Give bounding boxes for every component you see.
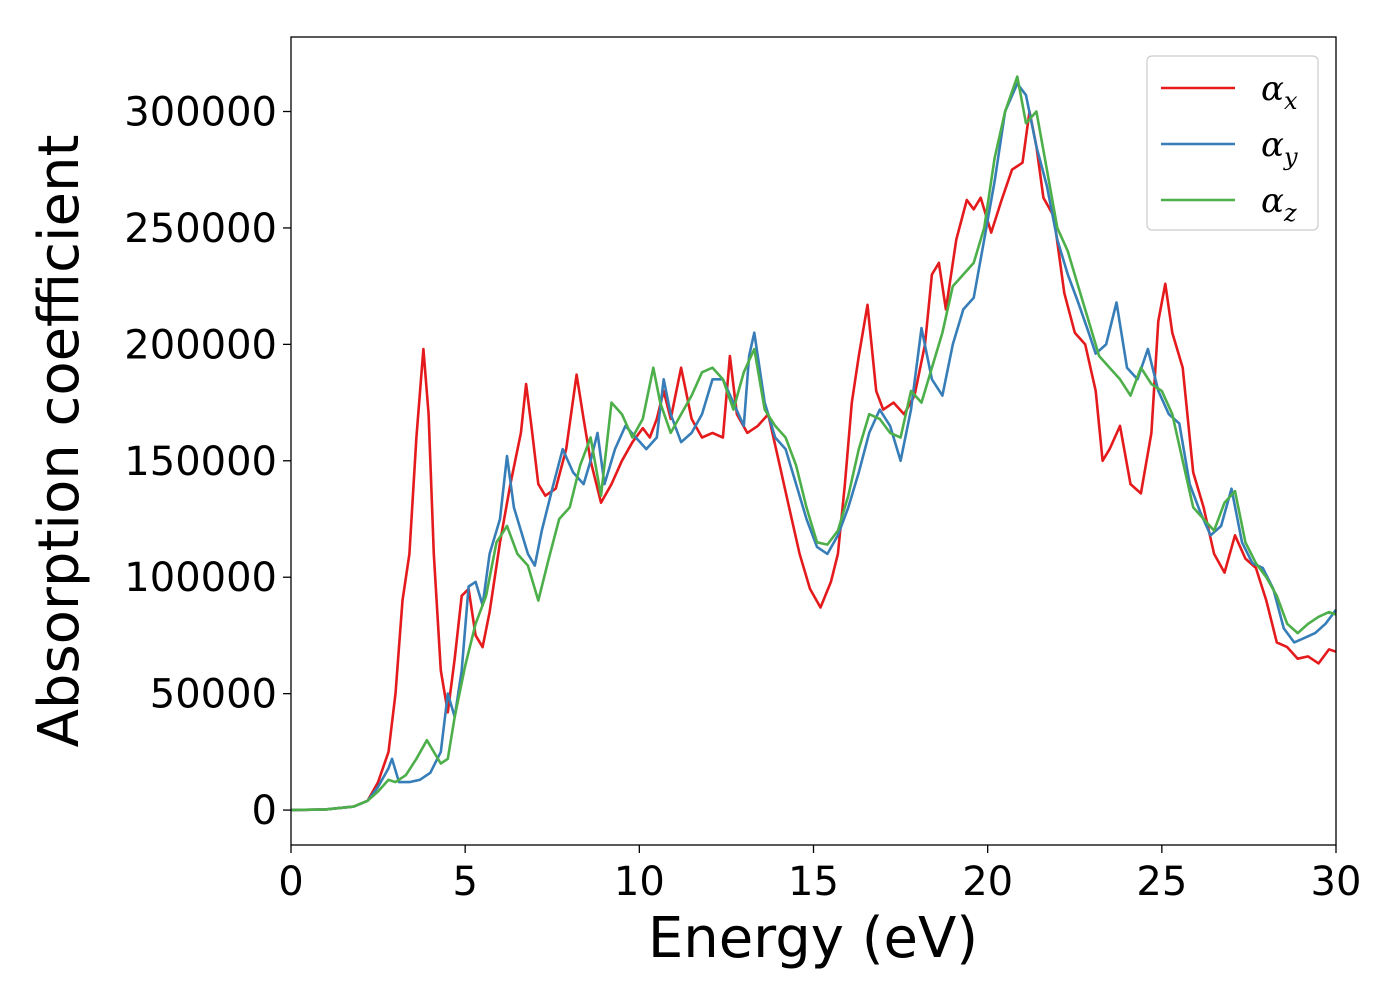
x-tick-label: 20 <box>962 859 1013 905</box>
y-tick-label: 250000 <box>124 206 277 252</box>
series-layer <box>290 75 1338 812</box>
x-tick-label: 0 <box>278 859 303 905</box>
legend-label-y: αy <box>1261 125 1298 171</box>
y-axis-title: Absorption coefficient <box>27 135 92 748</box>
x-axis: 0 5 10 15 20 25 30 <box>278 845 1361 905</box>
legend-label-z: αz <box>1261 181 1297 227</box>
series-line-z <box>290 75 1337 812</box>
x-tick-label: 10 <box>614 859 665 905</box>
series-line-y <box>290 82 1338 812</box>
x-tick-label: 15 <box>788 859 839 905</box>
x-tick-label: 5 <box>452 859 477 905</box>
x-tick-label: 30 <box>1311 859 1362 905</box>
series-line-x <box>290 110 1337 812</box>
y-tick-label: 300000 <box>124 90 277 136</box>
y-axis: 0 50000 100000 150000 200000 250000 300000 <box>124 90 291 834</box>
y-tick-label: 200000 <box>124 322 277 368</box>
y-tick-label: 100000 <box>124 555 277 601</box>
y-tick-label: 0 <box>252 788 277 834</box>
y-tick-label: 150000 <box>124 439 277 485</box>
x-tick-label: 25 <box>1136 859 1187 905</box>
y-tick-label: 50000 <box>150 672 277 718</box>
legend: αx αy αz <box>1146 55 1319 231</box>
legend-label-x: αx <box>1261 69 1298 115</box>
x-axis-title: Energy (eV) <box>648 906 978 971</box>
